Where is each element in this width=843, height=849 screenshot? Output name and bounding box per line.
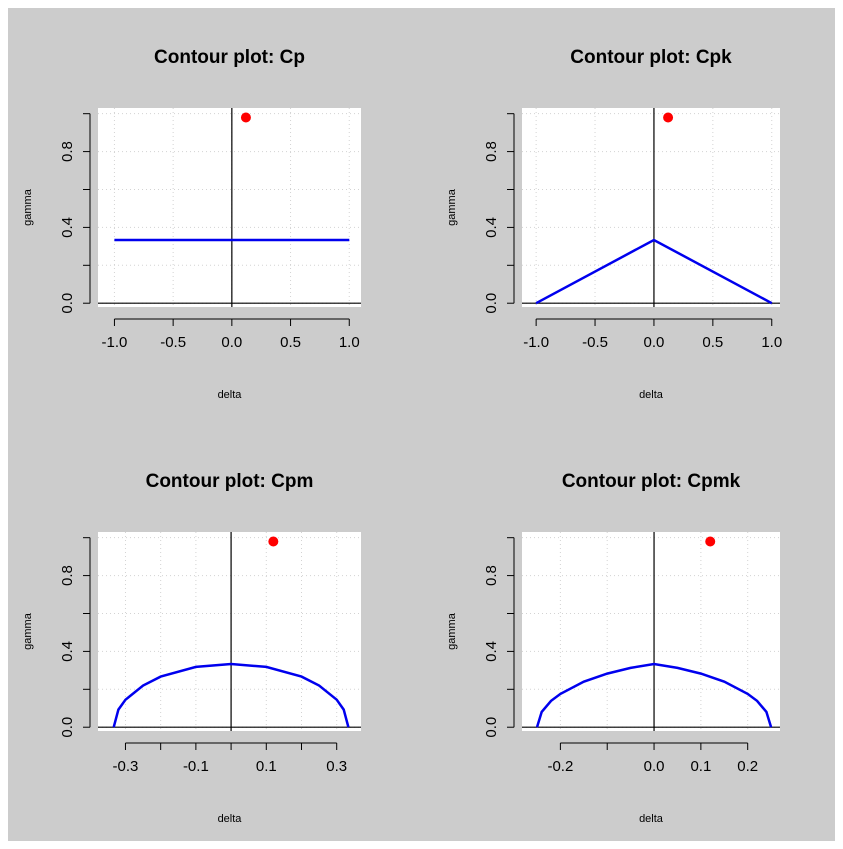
x-axis-label: delta xyxy=(218,389,243,401)
x-tick-label: -0.5 xyxy=(160,334,186,351)
y-tick-label: 0.4 xyxy=(59,641,76,662)
panel-title: Contour plot: Cp xyxy=(154,47,305,68)
plot-area xyxy=(98,108,361,307)
y-tick-label: 0.8 xyxy=(483,565,500,586)
x-tick-label: 0.5 xyxy=(702,334,723,351)
y-tick-label: 0.8 xyxy=(59,565,76,586)
y-tick-label: 0.4 xyxy=(483,641,500,662)
x-tick-label: -0.2 xyxy=(547,758,573,775)
y-tick-label: 0.0 xyxy=(483,717,500,738)
x-tick-label: 0.1 xyxy=(690,758,711,775)
contour-line xyxy=(112,662,350,728)
x-tick-label: -1.0 xyxy=(523,334,549,351)
plot-area xyxy=(522,532,780,731)
x-axis-label: delta xyxy=(639,389,664,401)
y-tick-label: 0.4 xyxy=(59,217,76,238)
contour-line xyxy=(535,238,773,305)
x-axis-label: delta xyxy=(218,813,243,825)
x-tick-label: -0.3 xyxy=(113,758,139,775)
point xyxy=(268,536,279,547)
x-tick-label: 0.3 xyxy=(326,758,347,775)
y-axis-label: gamma xyxy=(22,612,34,650)
y-tick-label: 0.0 xyxy=(59,717,76,738)
y-tick-label: 0.0 xyxy=(483,293,500,314)
x-tick-label: 0.0 xyxy=(644,758,665,775)
point xyxy=(663,112,674,123)
x-tick-label: 0.1 xyxy=(256,758,277,775)
contour-line xyxy=(535,662,773,728)
x-tick-label: -1.0 xyxy=(102,334,128,351)
x-tick-label: 0.0 xyxy=(221,334,242,351)
x-tick-label: -0.1 xyxy=(183,758,209,775)
x-tick-label: -0.5 xyxy=(582,334,608,351)
y-tick-label: 0.8 xyxy=(59,141,76,162)
y-tick-label: 0.4 xyxy=(483,217,500,238)
y-axis-label: gamma xyxy=(22,188,34,226)
x-tick-label: 1.0 xyxy=(339,334,360,351)
y-tick-label: 0.0 xyxy=(59,293,76,314)
point xyxy=(240,112,251,123)
panel-title: Contour plot: Cpk xyxy=(570,47,732,68)
plot-area xyxy=(98,532,361,731)
panel-title: Contour plot: Cpmk xyxy=(562,471,741,492)
y-axis-label: gamma xyxy=(446,612,458,650)
plot-area xyxy=(522,108,780,307)
x-tick-label: 1.0 xyxy=(761,334,782,351)
point xyxy=(705,536,716,547)
x-tick-label: 0.5 xyxy=(280,334,301,351)
y-tick-label: 0.8 xyxy=(483,141,500,162)
x-tick-label: 0.0 xyxy=(644,334,665,351)
y-axis-label: gamma xyxy=(446,188,458,226)
x-tick-label: 0.2 xyxy=(737,758,758,775)
x-axis-label: delta xyxy=(639,813,664,825)
panel-title: Contour plot: Cpm xyxy=(146,471,314,492)
